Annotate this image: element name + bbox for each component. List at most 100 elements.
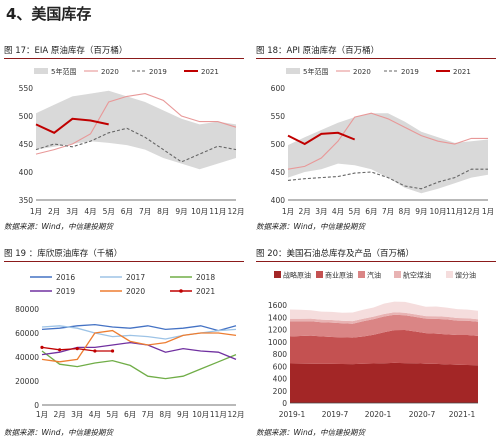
y-tick-label: 600 [273,362,288,371]
x-tick-label: 11月 [210,410,227,419]
y-tick-label: 800 [273,350,288,359]
panel-eia: 图 17：EIA 原油库存（百万桶） 350 400 450 500 550 5年范围 20… [4,44,244,234]
legend-swatch-商业原油 [316,271,323,278]
y-tick-label: 550 [271,112,286,121]
api-chart: 400 450 500 550 600 5年范围 2020 2019 2021 1月 2月 3月 4月 5… [271,67,494,216]
y-tick-label: 20000 [15,377,39,386]
legend-swatch-战略原油 [274,271,281,278]
x-tick-label: 1月 [30,207,42,216]
x-tick-label: 5月 [106,410,118,419]
series-point-2021 [110,349,115,353]
stack-area-商业原油 [290,330,478,366]
range-band-5年范围 [288,113,488,194]
x-tick-label: 9月 [415,207,427,216]
y-tick-label: 500 [271,140,286,149]
section-title: 4、美国库存 [6,5,92,23]
legend-label-2018: 2018 [196,273,215,282]
figure-title: 图 19 ：库欣原油库存（千桶） [4,249,123,259]
x-tick-label: 7月 [142,410,154,419]
source-note: 数据来源：Wind，中信建投期货 [256,222,366,231]
x-tick-label: 3月 [66,207,78,216]
y-tick-label: 400 [19,168,34,177]
x-tick-label: 6月 [365,207,377,216]
x-tick-label: 5月 [103,207,115,216]
x-tick-label: 4月 [89,410,101,419]
x-tick-label: 9月 [175,207,187,216]
stack-area-汽油 [290,314,478,338]
y-tick-label: 1400 [268,313,287,322]
x-tick-label: 10月 [192,410,209,419]
title-rule [4,261,244,262]
x-tick-label: 2月 [48,207,60,216]
series-line-2021 [35,117,109,134]
y-tick-label: 450 [19,140,34,149]
legend-label-5年范围: 5年范围 [303,67,328,76]
x-tick-label: 9月 [177,410,189,419]
x-tick-label: 8月 [159,410,171,419]
stack-area-航空煤油 [290,312,478,324]
x-tick-label: 7月 [139,207,151,216]
legend-swatch-航空煤油 [394,271,401,278]
series-point-2021 [75,347,79,351]
stack-area-馏分油 [290,301,478,322]
title-rule [4,58,244,59]
figure-title: 图 20：美国石油总库存及产品（百万桶） [256,249,415,259]
legend-label-2017: 2017 [126,273,145,282]
y-tick-label: 0 [34,401,39,410]
x-tick-label: 6月 [121,207,133,216]
series-line-2016 [41,323,237,332]
legend-label-商业原油: 商业原油 [325,271,353,280]
x-tick-label: 2月 [53,410,65,419]
series-line-2019 [35,127,237,163]
series-point-2021 [93,349,97,353]
legend-label-2020: 2020 [101,68,119,76]
legend-swatch-5年范围 [286,68,300,74]
legend-label-汽油: 汽油 [367,271,381,280]
legend-label-2019: 2019 [56,287,75,296]
x-tick-label: 1月 [282,207,294,216]
legend-label-2021: 2021 [196,287,215,296]
y-tick-label: 60000 [15,329,39,338]
total-inventory-chart: 0 200 400 600 800 1000 1200 1400 1600 战略原油 商业原油 汽油 航… [268,271,478,419]
x-tick-label: 2020-7 [409,410,436,419]
legend-label-2016: 2016 [56,273,75,282]
y-tick-label: 350 [19,196,34,205]
series-line-2020 [41,329,237,363]
cushing-chart: 0 20000 40000 60000 80000 2016 2017 2018 2019 202… [15,273,244,419]
stack-area-战略原油 [290,362,478,403]
x-tick-label: 5月 [349,207,361,216]
figure-title: 图 18：API 原油库存（百万桶） [256,46,380,56]
x-tick-label: 6月 [124,410,136,419]
x-tick-label: 12月 [227,410,244,419]
legend-label-航空煤油: 航空煤油 [403,271,431,280]
x-tick-label: 1月 [36,410,48,419]
legend-swatch-5年范围 [34,68,48,74]
y-tick-label: 0 [282,399,287,408]
series-line-2020 [287,112,488,170]
y-tick-label: 1000 [268,338,287,347]
legend-label-2019: 2019 [401,68,419,76]
x-tick-label: 8月 [399,207,411,216]
x-tick-label: 2019-7 [322,410,349,419]
x-tick-label: 1月 [482,207,494,216]
legend-label-2021: 2021 [453,68,471,76]
x-tick-label: 2019-1 [279,410,306,419]
x-tick-label: 4月 [84,207,96,216]
y-tick-label: 450 [271,168,286,177]
source-note: 数据来源：Wind，中信建投期货 [256,428,366,437]
y-tick-label: 500 [19,112,34,121]
series-line-2019 [41,341,237,361]
legend-label-2021: 2021 [201,68,219,76]
x-tick-label: 2021-1 [449,410,476,419]
title-rule [256,58,496,59]
x-tick-label: 3月 [71,410,83,419]
eia-chart: 350 400 450 500 550 5年范围 2020 2019 2021 1月 2月 3月 4月 5… [19,67,244,216]
figure-title: 图 17：EIA 原油库存（百万桶） [4,46,128,56]
x-tick-label: 12月 [463,207,480,216]
title-rule [256,261,496,262]
legend-swatch-馏分油 [446,271,453,278]
y-tick-label: 600 [271,84,286,93]
series-line-2018 [41,350,237,380]
range-band-5年范围 [36,90,236,170]
panel-api: 图 18：API 原油库存（百万桶） 400 450 500 550 600 5年范围 20… [256,44,496,234]
